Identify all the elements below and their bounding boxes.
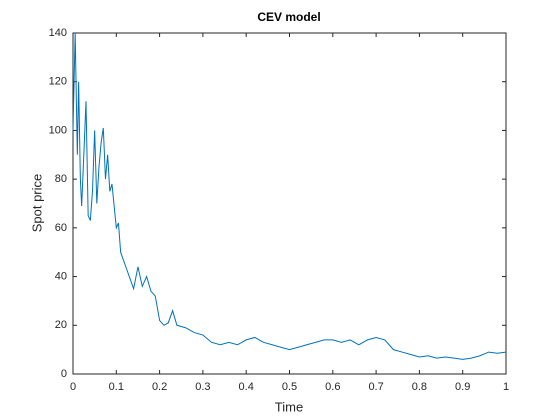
chart-title: CEV model — [257, 10, 320, 24]
x-tick-label: 0.3 — [195, 381, 210, 393]
x-tick-label: 0.9 — [455, 381, 470, 393]
y-tick-label: 80 — [55, 173, 67, 185]
x-tick-label: 0.8 — [412, 381, 427, 393]
y-tick-label: 140 — [49, 27, 67, 39]
y-tick-label: 100 — [49, 124, 67, 136]
x-tick-label: 0 — [70, 381, 76, 393]
x-tick-label: 0.6 — [325, 381, 340, 393]
x-tick-label: 0.2 — [152, 381, 167, 393]
x-tick-label: 1 — [503, 381, 509, 393]
x-tick-label: 0.5 — [282, 381, 297, 393]
plot-area — [72, 32, 507, 375]
y-tick-label: 120 — [49, 76, 67, 88]
x-axis-label: Time — [275, 399, 303, 414]
x-tick-label: 0.1 — [109, 381, 124, 393]
y-tick-label: 0 — [61, 368, 67, 380]
x-tick-label: 0.7 — [368, 381, 383, 393]
y-tick-label: 20 — [55, 319, 67, 331]
data-line — [72, 32, 507, 360]
y-axis-label: Spot price — [29, 174, 44, 233]
y-tick-label: 60 — [55, 222, 67, 234]
y-tick-label: 40 — [55, 270, 67, 282]
x-tick-label: 0.4 — [239, 381, 254, 393]
